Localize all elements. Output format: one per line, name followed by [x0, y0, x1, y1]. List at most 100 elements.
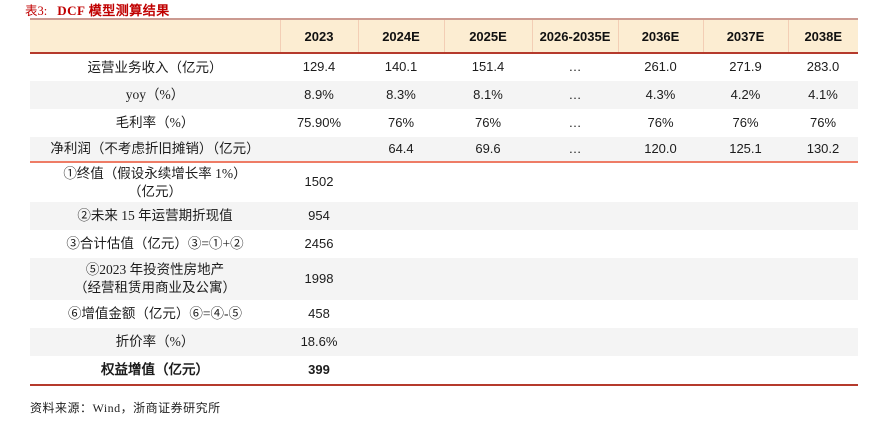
cell: [788, 258, 858, 300]
header-cell-label: [30, 19, 280, 53]
cell: [532, 328, 618, 356]
cell: [703, 300, 788, 328]
cell: 120.0: [644, 140, 677, 156]
cell: 283.0: [806, 59, 840, 75]
cell: [703, 328, 788, 356]
cell: [444, 161, 532, 202]
table-row-total-valuation: ③合计估值（亿元）③=①+② 2456: [30, 230, 858, 258]
cell: 76%: [732, 114, 759, 130]
cell: [703, 161, 788, 202]
header-cell-2038e: 2038E: [787, 19, 858, 53]
table-row-yoy: yoy（%） 8.9% 8.3% 8.1% … 4.3% 4.2% 4.1%: [30, 81, 858, 109]
header-cell-2037e: 2037E: [702, 19, 788, 53]
cell: 76%: [387, 114, 415, 130]
table-row-operating-revenue: 运营业务收入（亿元） 129.4 140.1 151.4 … 261.0 271…: [30, 53, 858, 81]
table-row-discount-rate: 折价率（%） 18.6%: [30, 328, 858, 356]
cell: 76%: [474, 114, 502, 130]
table-row-investment-property: ⑤2023 年投资性房地产 （经营租赁用商业及公寓） 1998: [30, 258, 858, 300]
cell: 69.6: [475, 140, 501, 156]
cell: [618, 202, 703, 230]
row-label: 毛利率（%）: [115, 115, 195, 131]
row-label: yoy（%）: [125, 87, 185, 103]
header-cell-2024e: 2024E: [357, 19, 444, 53]
cell: 1998: [304, 270, 334, 286]
table-body: 运营业务收入（亿元） 129.4 140.1 151.4 … 261.0 271…: [30, 53, 858, 386]
cell: [618, 161, 703, 202]
header-row: 2023 2024E 2025E 2026-2035E 2036E 2037E …: [30, 19, 858, 53]
cell: 76%: [809, 114, 837, 130]
cell: [788, 328, 858, 356]
data-source-note: 资料来源：Wind，浙商证券研究所: [30, 401, 221, 415]
cell: [618, 258, 703, 300]
table-header: 2023 2024E 2025E 2026-2035E 2036E 2037E …: [30, 19, 858, 53]
cell: [358, 258, 444, 300]
cell: …: [568, 114, 582, 130]
cell: [788, 356, 858, 386]
row-label: ⑤2023 年投资性房地产 （经营租赁用商业及公寓）: [74, 262, 236, 295]
cell: 2456: [304, 235, 334, 251]
cell: 4.2%: [730, 86, 761, 102]
table-title: 表3: DCF 模型测算结果: [25, 1, 170, 18]
table-row-terminal-value: ①终值（假设永续增长率 1%） （亿元） 1502: [30, 161, 858, 202]
cell: 271.9: [729, 59, 762, 75]
cell: [703, 230, 788, 258]
cell: 458: [308, 305, 330, 321]
cell: 64.4: [388, 140, 414, 156]
cell: 8.1%: [473, 86, 503, 102]
cell: [444, 230, 532, 258]
cell: [444, 356, 532, 386]
header-cell-2025e: 2025E: [443, 19, 532, 53]
row-label: 折价率（%）: [115, 334, 195, 350]
cell: [358, 230, 444, 258]
cell: 151.4: [471, 59, 505, 75]
row-label: ②未来 15 年运营期折现值: [77, 208, 233, 224]
table-title-text: DCF 模型测算结果: [57, 2, 170, 18]
cell: [444, 300, 532, 328]
cell: [618, 356, 703, 386]
cell: 399: [280, 356, 358, 386]
cell: [532, 356, 618, 386]
cell: [618, 230, 703, 258]
cell: 1502: [280, 161, 358, 202]
cell: [280, 137, 358, 162]
cell: [532, 161, 618, 202]
cell: [532, 258, 618, 300]
cell: 4.1%: [808, 86, 838, 102]
cell: [358, 356, 444, 386]
header-cell-2023: 2023: [279, 19, 358, 53]
cell: [358, 161, 444, 202]
cell: [703, 258, 788, 300]
cell: [532, 202, 618, 230]
cell: 261.0: [644, 59, 677, 75]
cell: 75.90%: [296, 114, 342, 130]
cell: [358, 300, 444, 328]
cell: 8.3%: [386, 86, 416, 102]
cell: [618, 300, 703, 328]
header-cell-2036e: 2036E: [617, 19, 703, 53]
row-label: ①终值（假设永续增长率 1%） （亿元）: [30, 161, 280, 202]
row-label: 权益增值（亿元）: [30, 356, 280, 386]
cell: 18.6%: [300, 333, 338, 349]
cell: 4.3%: [645, 86, 676, 102]
cell: [703, 202, 788, 230]
table-row-gross-margin: 毛利率（%） 75.90% 76% 76% … 76% 76% 76%: [30, 109, 858, 137]
cell: 129.4: [302, 59, 336, 75]
cell: [788, 230, 858, 258]
row-label: 运营业务收入（亿元）: [87, 59, 223, 75]
cell: …: [568, 86, 582, 102]
table-row-15yr-dcf-value: ②未来 15 年运营期折现值 954: [30, 202, 858, 230]
cell: [532, 300, 618, 328]
cell: [703, 356, 788, 386]
table-number-label: 表3:: [25, 3, 48, 18]
cell: [788, 300, 858, 328]
table-row-appreciation-amount: ⑥增值金额（亿元）⑥=④-⑤ 458: [30, 300, 858, 328]
cell: [358, 202, 444, 230]
cell: [444, 258, 532, 300]
cell: [618, 328, 703, 356]
cell: …: [568, 59, 582, 75]
table-row-net-profit: 净利润（不考虑折旧摊销）（亿元） 64.4 69.6 … 120.0 125.1…: [30, 137, 858, 162]
cell: [788, 161, 858, 202]
cell: …: [568, 140, 582, 156]
cell: [444, 202, 532, 230]
